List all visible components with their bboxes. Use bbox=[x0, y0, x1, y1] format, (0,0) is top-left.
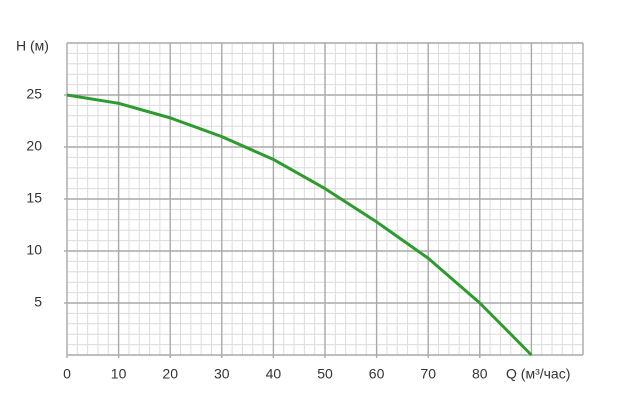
x-tick-label: 60 bbox=[369, 366, 385, 382]
x-axis-label: Q (м³/час) bbox=[506, 366, 570, 382]
y-tick-label: 5 bbox=[34, 294, 42, 310]
y-tick-label: 25 bbox=[26, 86, 42, 102]
x-tick-label: 40 bbox=[266, 366, 282, 382]
y-tick-label: 15 bbox=[26, 190, 42, 206]
x-tick-label: 10 bbox=[111, 366, 127, 382]
curve bbox=[66, 93, 533, 357]
x-tick-label: 30 bbox=[214, 366, 230, 382]
x-tick-label: 80 bbox=[472, 366, 488, 382]
y-axis-label: H (м) bbox=[16, 38, 49, 54]
x-tick-label: 20 bbox=[162, 366, 178, 382]
y-tick-label: 20 bbox=[26, 138, 42, 154]
x-tick-label: 70 bbox=[420, 366, 436, 382]
y-tick-label: 10 bbox=[26, 242, 42, 258]
x-tick-label: 0 bbox=[63, 366, 71, 382]
x-tick-label: 50 bbox=[317, 366, 333, 382]
